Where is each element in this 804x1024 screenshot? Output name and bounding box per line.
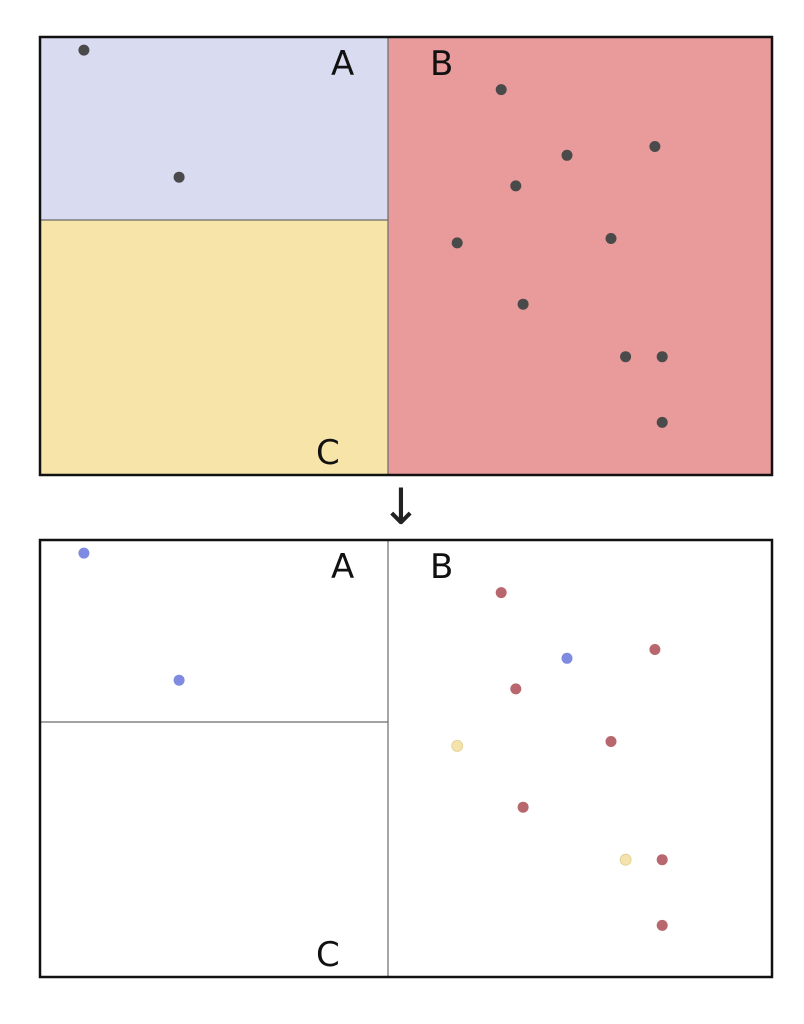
point-top-b-11 [656,351,668,363]
point-bottom-b-9 [605,736,617,747]
point-bottom-b-8 [510,683,522,695]
region-a-fill [40,37,388,220]
region-c-label: C [316,433,340,473]
point-bottom-b-6 [495,587,507,599]
point-top-c-5 [620,351,632,363]
bottom-background [40,540,772,977]
region-a-label: A [331,547,354,587]
point-top-c-4 [451,237,463,249]
region-a-label: A [331,44,354,84]
point-bottom-a-3 [561,652,573,664]
point-bottom-a-1 [78,547,90,559]
point-top-a-2 [173,171,185,183]
point-top-b-10 [517,298,529,310]
point-top-b-6 [495,84,507,96]
point-top-a-3 [561,149,573,161]
point-top-b-7 [649,141,661,152]
bottom-frame [38,538,774,979]
point-top-b-9 [605,233,617,244]
region-b-label: B [430,547,453,587]
point-bottom-c-5 [619,853,632,866]
down-arrow-icon: ↓ [380,478,422,536]
top-frame [38,35,774,477]
point-bottom-b-10 [517,801,529,813]
point-top-a-1 [78,44,90,56]
point-bottom-b-7 [649,644,661,655]
point-bottom-b-11 [656,854,668,866]
point-top-b-12 [656,416,668,428]
top-points [78,44,668,428]
region-b-fill [388,37,772,475]
point-bottom-c-4 [451,740,464,752]
region-c-fill [40,220,388,475]
bottom-panel: A B C [38,538,774,979]
region-c-label: C [316,935,340,975]
point-top-b-8 [510,180,522,192]
point-bottom-a-2 [173,674,185,686]
point-bottom-b-12 [656,919,668,931]
top-panel: A B C [38,35,774,477]
bottom-points [78,547,668,931]
region-b-label: B [430,44,453,84]
